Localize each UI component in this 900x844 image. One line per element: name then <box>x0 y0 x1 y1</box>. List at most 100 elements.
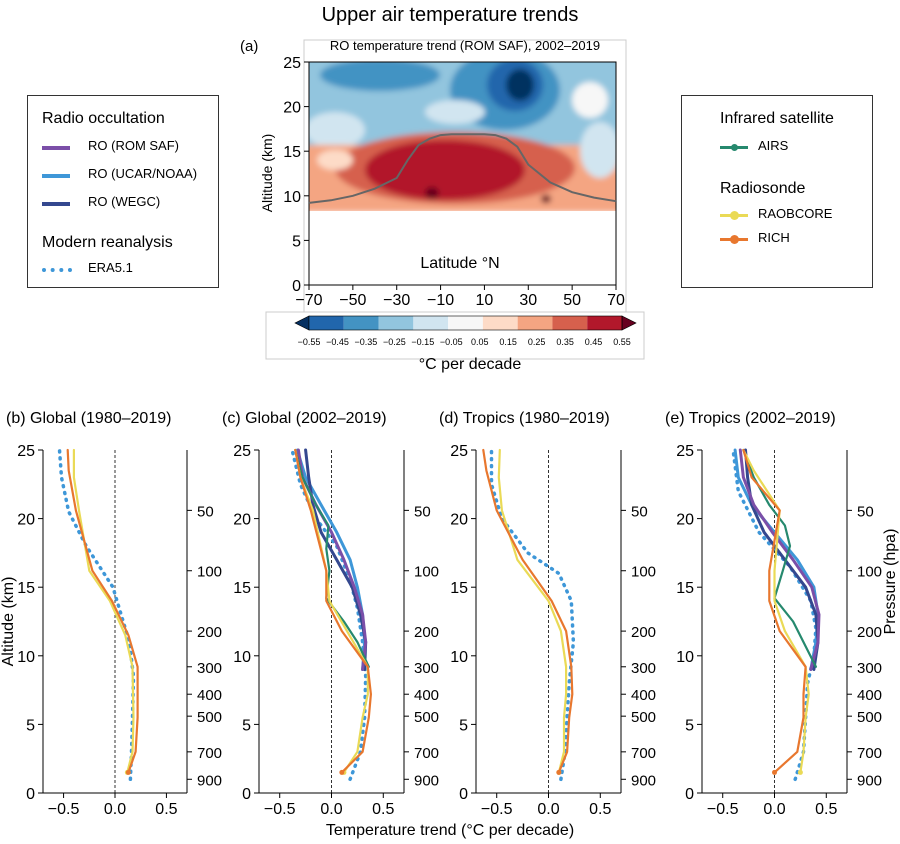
series-marker-raobcore <box>797 769 803 775</box>
xtick-label: −0.5 <box>707 801 739 818</box>
heatmap-coldest-core <box>506 69 534 101</box>
colorbar-segment <box>482 316 518 330</box>
heatmap-pale-cell-mid <box>425 100 485 124</box>
pressure-tick-label: 900 <box>857 772 882 789</box>
pressure-tick-label: 400 <box>631 687 656 704</box>
pressure-tick-label: 50 <box>857 503 874 520</box>
pressure-tick-label: 300 <box>857 660 882 677</box>
colorbar-tick-label: −0.45 <box>326 337 349 347</box>
legend-right: Infrared satellite AIRS Radiosonde RAOBC… <box>681 95 873 288</box>
heatmap-ytick-label: 25 <box>283 55 301 72</box>
y-axis-label-right: Pressure (hpa) <box>882 529 899 635</box>
pressure-tick-label: 500 <box>197 709 222 726</box>
legend-label-ro-romsaf: RO (ROM SAF) <box>88 138 179 153</box>
series-airs <box>742 448 817 668</box>
ytick-label: 15 <box>233 580 251 597</box>
pressure-tick-label: 300 <box>631 660 656 677</box>
legend-group-radiosonde: Radiosonde <box>720 180 806 197</box>
series-marker-rich <box>772 769 777 775</box>
pressure-tick-label: 100 <box>197 564 222 581</box>
pressure-tick-label: 200 <box>197 624 222 641</box>
legend-group-reanalysis: Modern reanalysis <box>42 234 173 251</box>
ytick-label: 10 <box>17 649 35 666</box>
series-raobcore <box>72 448 135 774</box>
heatmap-ytick-label: 10 <box>283 189 301 206</box>
colorbar-tick-label: 0.35 <box>556 337 574 347</box>
heatmap-pale-cell-se <box>580 122 616 178</box>
legend-label-ro-wegc: RO (WEGC) <box>88 194 161 209</box>
pressure-tick-label: 100 <box>414 564 439 581</box>
ytick-label: 25 <box>450 443 468 460</box>
heatmap-xtick-label: 70 <box>607 292 625 309</box>
ytick-label: 10 <box>233 649 251 666</box>
pressure-tick-label: 300 <box>414 660 439 677</box>
heatmap-pale-cell-e <box>572 82 608 118</box>
colorbar-tick-label: −0.55 <box>298 337 321 347</box>
y-axis-label: Altitude (km) <box>0 577 17 667</box>
heatmap-xtick-label: −30 <box>383 292 410 309</box>
series-era5 <box>57 448 136 782</box>
series-ro-wegc <box>304 448 368 671</box>
panel-title: (d) Tropics (1980–2019) <box>439 410 610 427</box>
pressure-tick-label: 500 <box>631 709 656 726</box>
pressure-tick-label: 400 <box>857 687 882 704</box>
xtick-label: 0.5 <box>815 801 837 818</box>
legend-label-raobcore: RAOBCORE <box>758 206 833 221</box>
xtick-label: 0.5 <box>155 801 177 818</box>
heatmap-cells <box>309 62 616 285</box>
heatmap-xtick-label: −50 <box>339 292 366 309</box>
heatmap-xtick-label: −10 <box>427 292 454 309</box>
pressure-tick-label: 500 <box>857 709 882 726</box>
pressure-tick-label: 50 <box>197 503 214 520</box>
ytick-label: 15 <box>450 580 468 597</box>
colorbar-tick-label: 0.05 <box>471 337 489 347</box>
colorbar-segment <box>309 316 344 330</box>
series-marker-rich <box>125 769 131 775</box>
heatmap-xlabel: Latitude °N <box>420 255 500 272</box>
heatmap-cold-cell-nw <box>320 62 440 91</box>
colorbar-tick-label: −0.35 <box>355 337 378 347</box>
heatmap-warmest-dot-e <box>541 195 551 203</box>
pressure-tick-label: 200 <box>857 624 882 641</box>
ytick-label: 10 <box>450 649 468 666</box>
xtick-label: 0.0 <box>320 801 342 818</box>
legend-group-radio-occultation: Radio occultation <box>42 110 165 127</box>
heatmap-ytick-label: 5 <box>292 233 301 250</box>
xtick-label: 0.5 <box>372 801 394 818</box>
xtick-label: −0.5 <box>48 801 80 818</box>
pressure-tick-label: 700 <box>631 745 656 762</box>
heatmap-warm-core <box>365 140 525 200</box>
panel-a-label: (a) <box>240 38 259 55</box>
series-marker-rich <box>556 769 562 775</box>
ytick-label: 0 <box>459 786 468 803</box>
ytick-label: 20 <box>676 512 694 529</box>
colorbar-tick-label: 0.25 <box>528 337 546 347</box>
xtick-label: 0.5 <box>589 801 611 818</box>
series-ro-romsaf <box>738 448 821 671</box>
panel-title: (c) Global (2002–2019) <box>222 410 387 427</box>
series-rich <box>742 448 807 774</box>
series-rich <box>66 448 139 774</box>
legend-label-era5: ERA5.1 <box>88 260 133 275</box>
ytick-label: 25 <box>233 443 251 460</box>
ytick-label: 5 <box>26 717 35 734</box>
pressure-tick-label: 50 <box>414 503 431 520</box>
colorbar-segment <box>413 316 449 330</box>
heatmap-pale-cell-sw <box>317 150 353 170</box>
pressure-tick-label: 100 <box>631 564 656 581</box>
heatmap-warmest-dot <box>425 187 439 199</box>
legend-label-rich: RICH <box>758 230 790 245</box>
profile-panel-b: (b) Global (1980–2019) 0 5 10 15 20 25 −0.5 0.0 0… <box>0 410 222 818</box>
tropopause-line <box>308 133 617 204</box>
heatmap-xtick-label: 10 <box>476 292 494 309</box>
heatmap-no-data <box>309 211 616 285</box>
heatmap-ytick-label: 0 <box>292 278 301 295</box>
shared-xlabel: Temperature trend (°C per decade) <box>325 822 575 839</box>
ytick-label: 25 <box>676 443 694 460</box>
legend-line-ro-ucar <box>42 174 70 178</box>
ytick-label: 5 <box>685 717 694 734</box>
colorbar-segment <box>517 316 553 330</box>
pressure-tick-label: 400 <box>414 687 439 704</box>
